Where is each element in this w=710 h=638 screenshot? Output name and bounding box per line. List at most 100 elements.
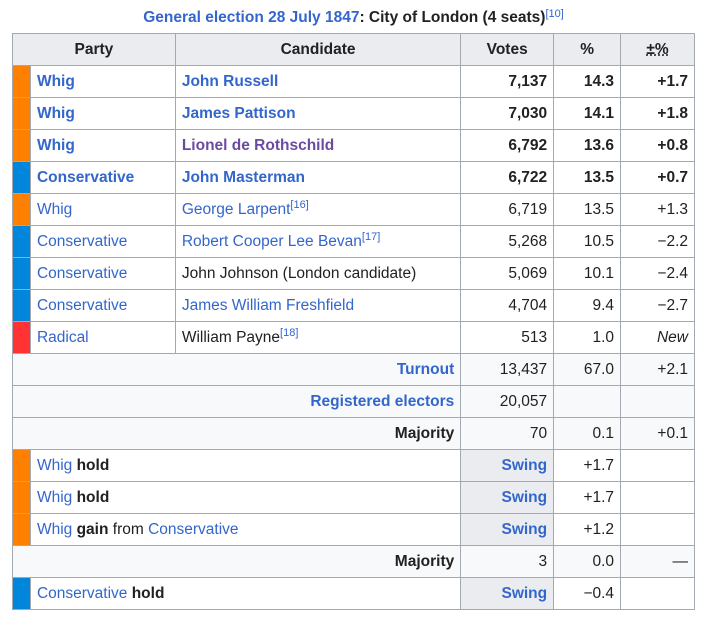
party-link[interactable]: Conservative — [36, 264, 128, 282]
header-change[interactable]: ±% — [620, 33, 695, 66]
party-cell: Whig — [29, 193, 176, 226]
party-link[interactable]: Whig — [36, 520, 73, 538]
turnout-row-label-text[interactable]: Turnout — [396, 360, 455, 378]
candidate-name: John Johnson (London candidate) — [181, 264, 417, 282]
candidate-name[interactable]: John Russell — [181, 72, 279, 90]
registered-row-percent — [553, 385, 622, 418]
swing-empty — [620, 481, 695, 514]
party-cell: Conservative — [29, 289, 176, 322]
party-link[interactable]: Whig — [36, 488, 73, 506]
percent-cell: 13.5 — [553, 161, 622, 194]
candidate-row: Whig John Russell 7,137 14.3 +1.7 — [12, 65, 695, 98]
party-link[interactable]: Conservative — [36, 584, 128, 602]
party-link[interactable]: Whig — [36, 200, 73, 218]
candidate-name[interactable]: James Pattison — [181, 104, 296, 122]
swing-link[interactable]: Swing — [501, 520, 548, 538]
swing-label-cell: Swing — [460, 481, 555, 514]
header-row: Party Candidate Votes % ±% — [12, 33, 695, 66]
candidate-row: Whig George Larpent[16] 6,719 13.5 +1.3 — [12, 193, 695, 226]
percent-cell: 9.4 — [553, 289, 622, 322]
majority-row-2-votes: 3 — [460, 545, 555, 578]
table-caption: General election 28 July 1847: City of L… — [12, 0, 695, 27]
majority-row: Majority 70 0.1 +0.1 — [11, 417, 695, 450]
percent-cell: 14.1 — [553, 97, 622, 130]
party-link[interactable]: Whig — [36, 456, 73, 474]
party-cell: Radical — [29, 321, 176, 354]
candidate-cell: Robert Cooper Lee Bevan[17] — [174, 225, 462, 258]
registered-row-votes: 20,057 — [460, 385, 555, 418]
party-link[interactable]: Whig — [36, 72, 75, 90]
swing-link[interactable]: Swing — [501, 584, 548, 602]
change-cell: +0.7 — [620, 161, 695, 194]
candidate-name[interactable]: John Masterman — [181, 168, 305, 186]
change-cell: New — [620, 321, 695, 354]
party-link[interactable]: Whig — [36, 104, 75, 122]
percent-cell: 10.1 — [553, 257, 622, 290]
candidate-name[interactable]: George Larpent — [181, 200, 291, 218]
votes-cell: 5,069 — [460, 257, 555, 290]
candidate-cell: John Russell — [174, 65, 462, 98]
registered-row: Registered electors 20,057 — [11, 385, 695, 418]
registered-row-label-text[interactable]: Registered electors — [310, 392, 455, 410]
votes-cell: 513 — [460, 321, 555, 354]
swing-link[interactable]: Swing — [501, 456, 548, 474]
percent-cell: 1.0 — [553, 321, 622, 354]
swing-link[interactable]: Swing — [501, 488, 548, 506]
votes-cell: 7,137 — [460, 65, 555, 98]
majority-row-label: Majority — [11, 417, 462, 450]
header-candidate[interactable]: Candidate — [174, 33, 462, 66]
party-color-bar — [12, 65, 31, 98]
candidate-name[interactable]: James William Freshfield — [181, 296, 355, 314]
reference-link[interactable]: [16] — [290, 198, 309, 211]
candidate-name[interactable]: Lionel de Rothschild — [181, 136, 335, 154]
hold-text-cell: Whig hold — [29, 449, 462, 482]
candidate-row: Conservative John Johnson (London candida… — [12, 257, 695, 290]
header-percent[interactable]: % — [553, 33, 622, 66]
reference-link[interactable]: [17] — [361, 230, 381, 243]
party-link[interactable]: Whig — [36, 136, 75, 154]
party-link[interactable]: Radical — [36, 328, 89, 346]
hold-verb: hold — [131, 584, 165, 602]
hold-text-cell: Whig hold — [29, 481, 462, 514]
candidate-cell: William Payne[18] — [174, 321, 462, 354]
registered-row-change — [620, 385, 695, 418]
election-link[interactable]: General election 28 July 1847 — [143, 9, 360, 26]
turnout-row: Turnout 13,437 67.0 +2.1 — [11, 353, 695, 386]
majority-row-2-percent: 0.0 — [553, 545, 622, 578]
votes-cell: 6,722 — [460, 161, 555, 194]
party-color-bar — [12, 481, 31, 514]
party-link[interactable]: Conservative — [36, 296, 128, 314]
reference-link[interactable]: [18] — [280, 326, 299, 339]
swing-empty — [620, 513, 695, 546]
votes-cell: 4,704 — [460, 289, 555, 322]
party-cell: Conservative — [29, 257, 176, 290]
votes-cell: 6,719 — [460, 193, 555, 226]
party-cell: Whig — [29, 65, 176, 98]
hold-row: Whig hold Swing +1.7 — [12, 481, 695, 514]
hold-verb: hold — [76, 456, 110, 474]
party-color-bar — [12, 577, 31, 610]
from-party-link[interactable]: Conservative — [148, 520, 239, 538]
from-text: from — [112, 520, 144, 538]
candidate-row: Whig James Pattison 7,030 14.1 +1.8 — [12, 97, 695, 130]
swing-value: −0.4 — [553, 577, 622, 610]
party-cell: Conservative — [29, 161, 176, 194]
party-color-bar — [12, 449, 31, 482]
header-votes[interactable]: Votes — [460, 33, 555, 66]
hold-text-cell: Whig gain from Conservative — [29, 513, 462, 546]
candidate-name[interactable]: Robert Cooper Lee Bevan — [181, 232, 362, 250]
votes-cell: 5,268 — [460, 225, 555, 258]
party-color-bar — [12, 193, 31, 226]
candidate-row: Whig Lionel de Rothschild 6,792 13.6 +0.8 — [12, 129, 695, 162]
party-link[interactable]: Conservative — [36, 168, 135, 186]
party-color-bar — [12, 289, 31, 322]
swing-label-cell: Swing — [460, 513, 555, 546]
header-party[interactable]: Party — [12, 33, 176, 66]
party-link[interactable]: Conservative — [36, 232, 128, 250]
majority-row-2-label: Majority — [11, 545, 462, 578]
candidate-cell: Lionel de Rothschild — [174, 129, 462, 162]
caption-ref[interactable]: [10] — [545, 8, 564, 20]
hold-verb: hold — [76, 488, 110, 506]
majority-row-2: Majority 3 0.0— — [11, 545, 695, 578]
majority-row-2-change: — — [620, 545, 695, 578]
